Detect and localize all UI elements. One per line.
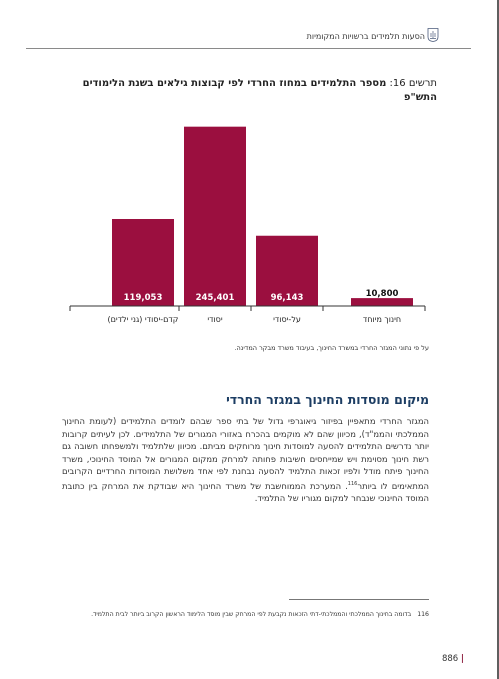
state-emblem-icon [427,28,439,42]
page-number: | 886 [442,654,464,664]
category-label-3: חינוך מיוחד [363,315,401,324]
footnote-number: 116 [417,611,429,618]
category-label-2: על-יסודי [273,315,301,324]
section-heading: מיקום מוסדות החינוך במגזר החרדי [226,392,429,407]
body-text-part-1: המגזר החרדי מתאפיין בפיזור גיאוגרפי גדול… [62,416,429,491]
footnote-divider [289,599,429,600]
header-divider [26,48,471,49]
bar-value-label-2: 96,143 [271,293,304,303]
running-header-title: הסעות תלמידים ברשויות המקומיות [306,32,425,41]
chart-title: תרשים 16: מספר התלמידים במחוז החרדי לפי … [77,77,437,105]
footnote: 116 בדומה בחינוך הממלכתי והממלכתי-דתי הזכ… [57,610,429,620]
bar-1 [184,126,246,306]
body-text-part-2: . המערכת הממוחשבת של משרד החינוך היא שבו… [62,480,429,504]
bar-chart: 119,053 קדם-יסודי (גני ילדים) 245,401 יסודי… [69,126,426,324]
footnote-text: בדומה בחינוך הממלכתי והממלכתי-דתי הזכאות… [91,611,412,618]
bar-value-label-1: 245,401 [196,293,235,303]
page-number-value: 886 [441,654,459,664]
category-label-1: יסודי [207,315,223,324]
bar-3 [351,298,413,306]
category-label-0: קדם-יסודי (גני ילדים) [108,315,179,324]
chart-title-text: מספר התלמידים במחוז החרדי לפי קבוצות גיל… [82,78,437,103]
page-number-separator: | [460,654,464,664]
bar-value-label-3: 10,800 [366,289,399,299]
body-paragraph: המגזר החרדי מתאפיין בפיזור גיאוגרפי גדול… [62,415,429,505]
bar-value-label-0: 119,053 [124,293,163,303]
chart-number: תרשים 16: [389,78,437,89]
footnote-reference[interactable]: 116 [347,480,358,487]
source-note: על פי נתוני המגזר החרדי במשרד החינוך, בע… [234,344,429,352]
bar-2 [256,235,318,306]
bar-0 [112,218,174,306]
